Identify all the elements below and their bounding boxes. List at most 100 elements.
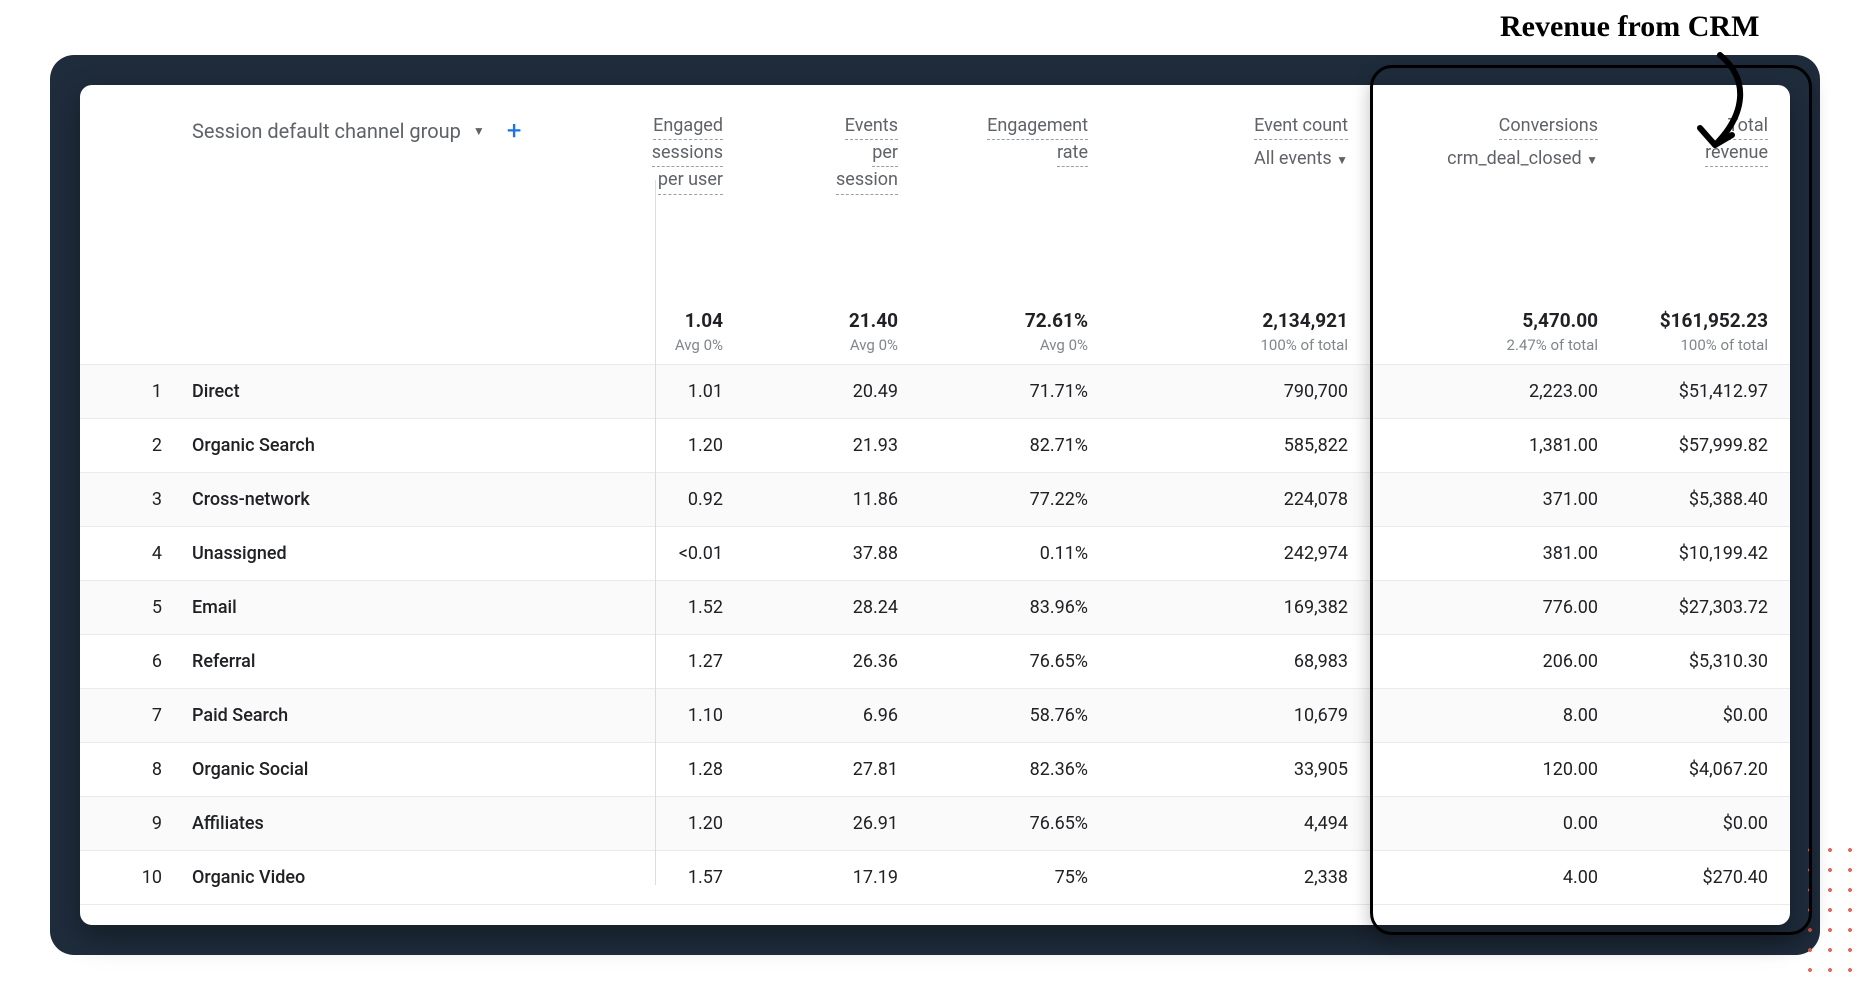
table-row[interactable]: 10Organic Video1.5717.1975%2,3384.00$270… (80, 850, 1790, 904)
row-conversions: 8.00 (1370, 688, 1620, 742)
row-conversions: 1,381.00 (1370, 418, 1620, 472)
row-engaged: 1.01 (570, 364, 745, 418)
row-revenue: $270.40 (1620, 850, 1790, 904)
row-index: 10 (80, 850, 170, 904)
row-events: 2,338 (1110, 850, 1370, 904)
chevron-down-icon: ▼ (1336, 153, 1348, 167)
add-dimension-icon[interactable]: + (507, 113, 522, 149)
dimension-label: Session default channel group (192, 117, 461, 145)
row-index: 3 (80, 472, 170, 526)
row-revenue: $57,999.82 (1620, 418, 1790, 472)
row-engaged: 1.57 (570, 850, 745, 904)
row-channel[interactable]: Paid Search (170, 688, 570, 742)
table-row[interactable]: 7Paid Search1.106.9658.76%10,6798.00$0.0… (80, 688, 1790, 742)
col-header-rate[interactable]: Engagement rate (920, 85, 1110, 209)
row-revenue: $27,303.72 (1620, 580, 1790, 634)
col-header-events[interactable]: Event count All events ▼ (1110, 85, 1370, 209)
row-engaged: 1.20 (570, 796, 745, 850)
row-conversions: 206.00 (1370, 634, 1620, 688)
row-eps: 11.86 (745, 472, 920, 526)
row-index: 6 (80, 634, 170, 688)
annotation-label: Revenue from CRM (1500, 10, 1759, 44)
row-engaged: <0.01 (570, 526, 745, 580)
row-channel[interactable]: Email (170, 580, 570, 634)
col-header-eps[interactable]: Events per session (745, 85, 920, 209)
row-channel[interactable]: Organic Search (170, 418, 570, 472)
row-revenue: $0.00 (1620, 688, 1790, 742)
row-index: 2 (80, 418, 170, 472)
table-row[interactable]: 6Referral1.2726.3676.65%68,983206.00$5,3… (80, 634, 1790, 688)
chevron-down-icon: ▼ (473, 123, 485, 140)
table-row[interactable]: 5Email1.5228.2483.96%169,382776.00$27,30… (80, 580, 1790, 634)
row-eps: 21.93 (745, 418, 920, 472)
row-revenue: $10,199.42 (1620, 526, 1790, 580)
row-events: 242,974 (1110, 526, 1370, 580)
col-header-engaged[interactable]: Engaged sessions per user (570, 85, 745, 209)
table-row[interactable]: 3Cross-network0.9211.8677.22%224,078371.… (80, 472, 1790, 526)
row-conversions: 2,223.00 (1370, 364, 1620, 418)
channel-table: Session default channel group ▼ + Engage… (80, 85, 1790, 905)
row-events: 585,822 (1110, 418, 1370, 472)
summary-eps: 21.40Avg 0% (745, 209, 920, 365)
row-rate: 82.71% (920, 418, 1110, 472)
row-engaged: 1.28 (570, 742, 745, 796)
row-eps: 20.49 (745, 364, 920, 418)
summary-conversions: 5,470.002.47% of total (1370, 209, 1620, 365)
row-conversions: 371.00 (1370, 472, 1620, 526)
row-index: 5 (80, 580, 170, 634)
row-channel[interactable]: Organic Social (170, 742, 570, 796)
row-channel[interactable]: Unassigned (170, 526, 570, 580)
row-rate: 77.22% (920, 472, 1110, 526)
row-rate: 82.36% (920, 742, 1110, 796)
row-events: 10,679 (1110, 688, 1370, 742)
summary-rate: 72.61%Avg 0% (920, 209, 1110, 365)
row-channel[interactable]: Cross-network (170, 472, 570, 526)
row-conversions: 0.00 (1370, 796, 1620, 850)
row-index: 1 (80, 364, 170, 418)
table-row[interactable]: 9Affiliates1.2026.9176.65%4,4940.00$0.00 (80, 796, 1790, 850)
col-header-conversions[interactable]: Conversions crm_deal_closed ▼ (1370, 85, 1620, 209)
conversions-filter[interactable]: crm_deal_closed ▼ (1392, 146, 1598, 171)
row-rate: 58.76% (920, 688, 1110, 742)
row-rate: 71.71% (920, 364, 1110, 418)
row-revenue: $5,388.40 (1620, 472, 1790, 526)
annotation-arrow-icon (1680, 50, 1760, 160)
row-conversions: 120.00 (1370, 742, 1620, 796)
row-eps: 28.24 (745, 580, 920, 634)
row-eps: 26.91 (745, 796, 920, 850)
row-events: 33,905 (1110, 742, 1370, 796)
row-eps: 6.96 (745, 688, 920, 742)
row-channel[interactable]: Referral (170, 634, 570, 688)
table-row[interactable]: 2Organic Search1.2021.9382.71%585,8221,3… (80, 418, 1790, 472)
dimension-selector[interactable]: Session default channel group ▼ + (170, 85, 570, 209)
row-rate: 76.65% (920, 634, 1110, 688)
row-rate: 76.65% (920, 796, 1110, 850)
row-channel[interactable]: Organic Video (170, 850, 570, 904)
summary-engaged: 1.04Avg 0% (570, 209, 745, 365)
row-conversions: 4.00 (1370, 850, 1620, 904)
row-index: 8 (80, 742, 170, 796)
row-events: 224,078 (1110, 472, 1370, 526)
events-filter[interactable]: All events ▼ (1132, 146, 1348, 171)
vertical-separator (655, 180, 656, 885)
row-index: 9 (80, 796, 170, 850)
row-channel[interactable]: Direct (170, 364, 570, 418)
row-rate: 0.11% (920, 526, 1110, 580)
table-row[interactable]: 8Organic Social1.2827.8182.36%33,905120.… (80, 742, 1790, 796)
col-header-index (80, 85, 170, 209)
row-index: 7 (80, 688, 170, 742)
row-eps: 27.81 (745, 742, 920, 796)
summary-events: 2,134,921100% of total (1110, 209, 1370, 365)
row-eps: 26.36 (745, 634, 920, 688)
row-eps: 37.88 (745, 526, 920, 580)
table-row[interactable]: 4Unassigned<0.0137.880.11%242,974381.00$… (80, 526, 1790, 580)
row-channel[interactable]: Affiliates (170, 796, 570, 850)
row-eps: 17.19 (745, 850, 920, 904)
row-revenue: $5,310.30 (1620, 634, 1790, 688)
table-row[interactable]: 1Direct1.0120.4971.71%790,7002,223.00$51… (80, 364, 1790, 418)
row-events: 68,983 (1110, 634, 1370, 688)
row-engaged: 1.20 (570, 418, 745, 472)
row-engaged: 0.92 (570, 472, 745, 526)
row-rate: 75% (920, 850, 1110, 904)
summary-revenue: $161,952.23100% of total (1620, 209, 1790, 365)
